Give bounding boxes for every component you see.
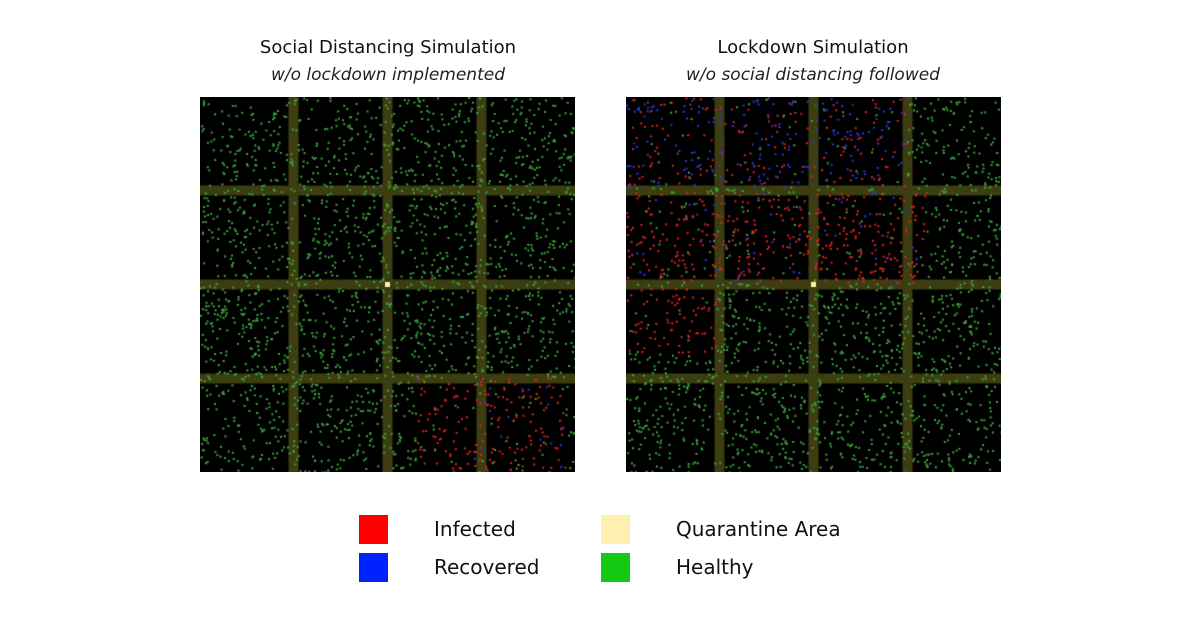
panel-subtitle-social-distancing: w/o lockdown implemented [271, 65, 505, 85]
healthy-swatch [601, 553, 630, 582]
lockdown-simulation [626, 97, 1001, 472]
legend-label-recovered: Recovered [434, 555, 540, 579]
legend-label-healthy: Healthy [676, 555, 754, 579]
legend-label-infected: Infected [434, 517, 516, 541]
social-distancing-grid [200, 97, 575, 472]
lockdown-grid [626, 97, 1001, 472]
panel-title-social-distancing: Social Distancing Simulation [259, 37, 517, 58]
quarantine-area-swatch [601, 515, 630, 544]
social-distancing-simulation [200, 97, 575, 472]
panel-title-lockdown: Lockdown Simulation [717, 37, 909, 58]
panel-subtitle-lockdown: w/o social distancing followed [686, 65, 940, 85]
recovered-swatch [359, 553, 388, 582]
infected-swatch [359, 515, 388, 544]
legend-label-quarantine-area: Quarantine Area [676, 517, 841, 541]
